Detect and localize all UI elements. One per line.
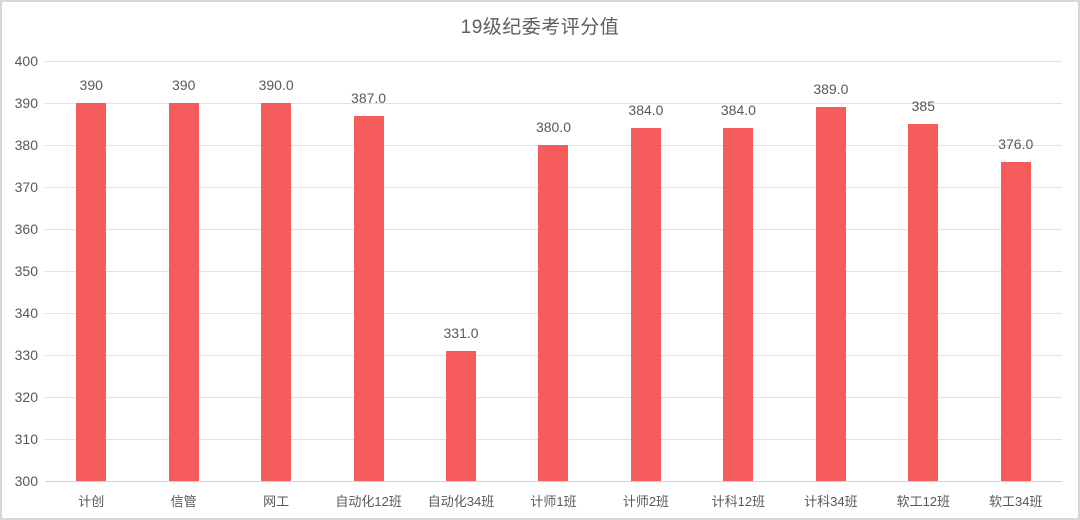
bar xyxy=(168,103,199,481)
bar-value-label: 390 xyxy=(171,77,196,93)
bar-column: 380.0 计师1班 xyxy=(507,61,599,509)
y-axis-tick-label: 390 xyxy=(14,95,38,111)
bar xyxy=(723,128,754,481)
bar-value-label: 387.0 xyxy=(351,89,387,106)
bar-value-label: 390.0 xyxy=(258,77,294,93)
bar-columns: 390 计创 390 信管 390.0 网工 387.0 自动化12班 331.0 自动化34班 3… xyxy=(45,61,1062,509)
bar-column: 385 软工12班 xyxy=(877,61,969,509)
bar-column: 331.0 自动化34班 xyxy=(415,61,507,509)
x-axis-tick-label: 信管 xyxy=(170,494,197,509)
gridline xyxy=(45,61,1062,62)
y-axis-tick-label: 340 xyxy=(14,305,38,321)
y-axis-tick-label: 300 xyxy=(14,473,38,489)
bar-value-label: 380.0 xyxy=(535,119,572,135)
bar xyxy=(630,128,661,481)
x-axis-tick-label: 计师1班 xyxy=(530,494,577,509)
y-axis-tick-label: 360 xyxy=(14,221,38,237)
bar-column: 390 信管 xyxy=(137,61,229,509)
bar-value-label: 385 xyxy=(911,98,935,114)
chart-title: 19级纪委考评分值 xyxy=(460,17,620,38)
y-axis-tick-label: 400 xyxy=(14,53,38,69)
bar-value-label: 331.0 xyxy=(443,324,479,341)
x-axis-tick-label: 自动化34班 xyxy=(427,494,495,509)
y-axis-tick-label: 380 xyxy=(14,137,38,153)
bar-value-label: 389.0 xyxy=(813,81,849,98)
x-axis-tick-label: 软工12班 xyxy=(896,494,951,509)
bar xyxy=(76,103,107,481)
bar-column: 387.0 自动化12班 xyxy=(322,61,414,509)
y-axis-tick-label: 310 xyxy=(14,431,38,447)
bar-column: 376.0 软工34班 xyxy=(970,61,1062,509)
plot-area: 300 310 320 330 340 350 360 370 380 390 400 390 计创 3… xyxy=(15,53,1062,509)
bar xyxy=(446,350,477,481)
bar-value-label: 384.0 xyxy=(628,102,664,119)
bar xyxy=(815,107,846,481)
bar-column: 384.0 计科12班 xyxy=(692,61,784,509)
x-axis-tick-label: 软工34班 xyxy=(989,494,1043,509)
bar xyxy=(353,115,384,481)
gridline xyxy=(45,103,1062,104)
bar-column: 384.0 计师2班 xyxy=(600,61,692,509)
bar xyxy=(908,124,939,481)
x-axis-tick-label: 计创 xyxy=(78,494,105,509)
bar-column: 389.0 计科34班 xyxy=(785,61,877,509)
bar xyxy=(261,103,292,481)
x-axis-tick-label: 自动化12班 xyxy=(335,494,402,509)
bar-value-label: 376.0 xyxy=(998,135,1034,152)
bar-value-label: 384.0 xyxy=(720,102,756,119)
y-axis-tick-label: 370 xyxy=(14,179,38,195)
bar xyxy=(1000,161,1031,481)
x-axis-tick-label: 网工 xyxy=(263,494,290,509)
bar-column: 390 计创 xyxy=(45,61,137,509)
bar-value-label: 390 xyxy=(79,77,103,93)
bar-column: 390.0 网工 xyxy=(230,61,322,509)
y-axis-tick-label: 350 xyxy=(14,263,38,279)
x-axis-tick-label: 计科12班 xyxy=(711,494,766,509)
x-axis-tick-label: 计科34班 xyxy=(804,494,858,509)
y-axis-tick-label: 320 xyxy=(14,389,38,405)
bar xyxy=(538,145,569,481)
y-axis-tick-label: 330 xyxy=(14,347,38,363)
x-axis-tick-label: 计师2班 xyxy=(622,494,670,509)
gridline xyxy=(45,481,1062,482)
